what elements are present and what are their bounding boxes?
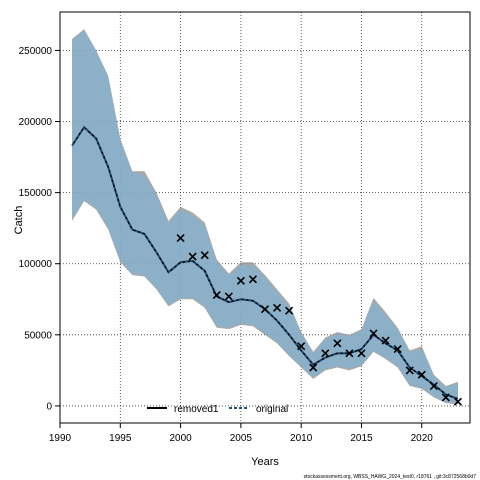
y-axis-title: Catch <box>13 206 25 235</box>
x-tick-label: 2020 <box>411 433 434 444</box>
observed-point <box>429 381 438 391</box>
observed-point <box>453 397 463 406</box>
x-axis-title: Years <box>251 456 279 468</box>
y-tick-label: 50000 <box>24 330 52 341</box>
band-original <box>72 30 458 404</box>
observed-point <box>176 234 185 243</box>
observed-point <box>260 305 270 314</box>
observed-point <box>321 349 330 358</box>
x-axis: 1990 1995 2000 2005 2010 2015 2020 <box>49 423 433 444</box>
observed-point <box>369 329 378 338</box>
footer-text: stockassessment.org, WBSS_HAWG_2024_test… <box>304 474 477 480</box>
observed-point <box>417 370 426 379</box>
observed-point <box>212 290 221 300</box>
y-tick-label: 100000 <box>19 259 53 270</box>
confidence-bands <box>72 29 458 405</box>
y-tick-label: 0 <box>46 401 52 412</box>
x-tick-label: 2015 <box>350 433 373 444</box>
plot-frame <box>59 11 471 424</box>
observed-point <box>345 349 354 358</box>
x-tick-label: 1990 <box>49 433 72 444</box>
legend-label-original: original <box>256 404 288 415</box>
observed-point <box>309 363 318 372</box>
legend-label-removed1: removed1 <box>174 404 219 415</box>
observed-point <box>248 275 258 284</box>
x-tick-label: 1995 <box>109 433 132 444</box>
y-tick-label: 250000 <box>19 46 53 57</box>
x-tick-label: 2000 <box>169 433 192 444</box>
observed-point <box>188 252 197 261</box>
observed-point <box>272 303 282 312</box>
y-tick-label: 200000 <box>19 117 53 128</box>
y-tick-label: 150000 <box>19 188 53 199</box>
observed-point <box>381 336 390 345</box>
observed-point <box>393 344 402 354</box>
x-tick-label: 2010 <box>290 433 313 444</box>
observed-point <box>224 292 233 301</box>
legend: removed1 original <box>147 404 288 415</box>
observed-point <box>357 349 366 358</box>
observed-point <box>200 251 209 260</box>
y-axis: 0 50000 100000 150000 200000 250000 <box>19 46 60 412</box>
observed-point <box>441 393 450 402</box>
x-tick-label: 2005 <box>230 433 253 444</box>
observed-point <box>236 276 245 285</box>
observed-point <box>333 339 342 348</box>
observed-point <box>405 366 414 375</box>
observed-point <box>285 306 294 315</box>
observed-points <box>176 234 463 406</box>
series-line-original <box>71 125 459 400</box>
observed-point <box>297 342 306 351</box>
